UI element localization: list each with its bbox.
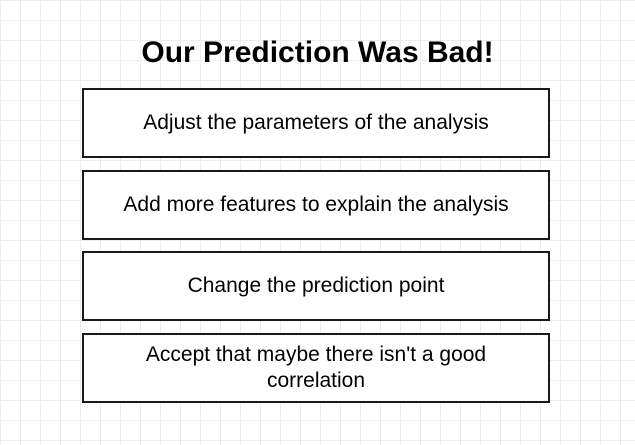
option-box-adjust-parameters: Adjust the parameters of the analysis: [82, 88, 550, 158]
slide-title: Our Prediction Was Bad!: [141, 36, 494, 69]
option-box-change-prediction-point: Change the prediction point: [82, 251, 550, 321]
option-label: Add more features to explain the analysi…: [123, 193, 509, 216]
option-label: Accept that maybe there isn't a good cor…: [145, 343, 487, 392]
option-label: Change the prediction point: [187, 274, 445, 297]
option-box-accept-no-correlation: Accept that maybe there isn't a good cor…: [82, 333, 550, 403]
option-label: Adjust the parameters of the analysis: [143, 111, 489, 134]
option-box-add-features: Add more features to explain the analysi…: [82, 170, 550, 240]
